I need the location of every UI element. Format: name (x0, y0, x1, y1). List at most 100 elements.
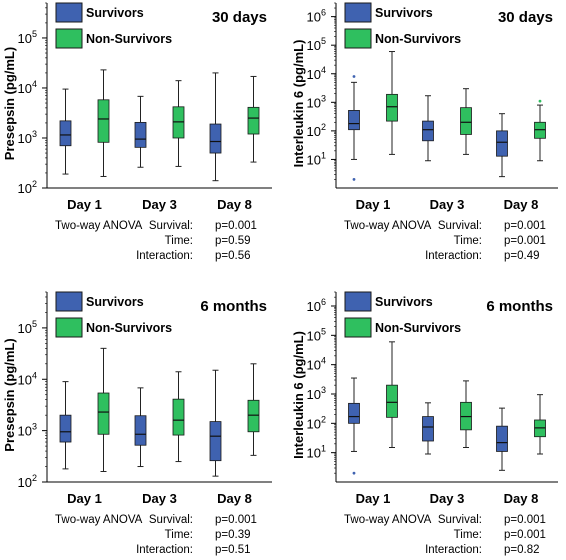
anova-label: Interaction: (136, 544, 193, 556)
panel-title: 30 days (212, 9, 267, 26)
box-survivors-day8 (209, 369, 222, 477)
box-survivors-day3 (422, 402, 434, 455)
anova-value: p=0.001 (504, 529, 546, 541)
legend-swatch (344, 317, 372, 338)
y-tick-label: 105 (307, 36, 326, 53)
y-tick-label: 102 (307, 122, 326, 139)
x-tick-label: Day 3 (430, 491, 465, 506)
box-iqr (422, 120, 434, 142)
y-axis-label: Interleukin 6 (pg/mL) (291, 40, 306, 168)
box-non-survivors-day3 (460, 88, 472, 155)
box-survivors-day1 (59, 88, 72, 175)
legend-label: Non-Survivors (375, 321, 461, 335)
y-tick-label: 103 (18, 422, 37, 439)
anova-label: Time: (454, 529, 482, 541)
anova-label: Survival: (149, 220, 193, 232)
box-iqr (348, 110, 360, 131)
box-iqr (59, 414, 72, 443)
box-non-survivors-day8 (534, 99, 546, 162)
legend-swatch (55, 291, 83, 312)
y-tick-label: 105 (307, 326, 326, 343)
box-iqr (247, 399, 260, 433)
outlier-point (352, 178, 356, 181)
box-non-survivors-day8 (247, 363, 260, 456)
box-iqr (97, 99, 110, 143)
box-non-survivors-day3 (172, 80, 185, 167)
y-tick-label: 102 (18, 179, 37, 196)
y-tick-label: 105 (18, 319, 37, 336)
box-iqr (496, 130, 508, 157)
anova-label: Survival: (438, 220, 482, 232)
x-tick-label: Day 3 (430, 197, 465, 212)
legend-label: Non-Survivors (86, 32, 172, 46)
y-tick-label: 105 (18, 29, 37, 46)
box-iqr (134, 415, 147, 446)
box-survivors-day3 (134, 387, 147, 468)
box-non-survivors-day3 (172, 371, 185, 463)
box-iqr (97, 392, 110, 435)
x-tick-label: Day 3 (142, 197, 177, 212)
y-tick-label: 101 (307, 444, 326, 461)
legend-label: Survivors (86, 295, 144, 309)
box-iqr (386, 384, 398, 418)
anova-value: p=0.51 (215, 544, 251, 556)
box-non-survivors-day1 (97, 69, 110, 177)
anova-value: p=0.001 (504, 514, 546, 526)
box-iqr (422, 416, 434, 442)
x-tick-label: Day 8 (217, 197, 252, 212)
box-survivors-day3 (134, 95, 147, 168)
anova-value: p=0.001 (215, 220, 257, 232)
legend-swatch (55, 28, 83, 49)
box-survivors-day8 (496, 407, 508, 471)
box-survivors-day8 (496, 113, 508, 178)
panel-title: 6 months (200, 298, 267, 315)
anova-value: p=0.001 (215, 514, 257, 526)
box-iqr (209, 123, 222, 154)
box-non-survivors-day8 (534, 394, 546, 455)
legend-swatch (344, 291, 372, 312)
outlier-point (352, 471, 356, 475)
y-axis-label: Presepsin (pg/mL) (2, 47, 17, 160)
box-survivors-day1 (59, 381, 72, 470)
panel-title: 6 months (486, 298, 553, 315)
y-tick-label: 102 (307, 414, 326, 431)
anova-title: Two-way ANOVA (344, 220, 432, 232)
legend-label: Survivors (375, 295, 433, 309)
legend-label: Non-Survivors (375, 32, 461, 46)
y-tick-label: 104 (18, 370, 37, 387)
legend-label: Survivors (375, 6, 433, 20)
x-tick-label: Day 8 (217, 491, 252, 506)
anova-value: p=0.39 (215, 529, 251, 541)
anova-value: p=0.49 (504, 250, 540, 262)
x-tick-label: Day 1 (356, 197, 391, 212)
y-tick-label: 104 (307, 356, 326, 373)
anova-label: Interaction: (136, 250, 193, 262)
outlier-point (352, 75, 356, 78)
legend-swatch (344, 28, 372, 49)
box-iqr (460, 107, 472, 135)
panel-title: 30 days (498, 9, 553, 26)
x-tick-label: Day 8 (504, 197, 539, 212)
box-iqr (496, 425, 508, 452)
legend-label: Non-Survivors (86, 321, 172, 335)
chart-panel-4: 101 102 103 104 105 106 Interleukin 6 (pg/mL) 6… (291, 291, 558, 556)
x-tick-label: Day 8 (504, 491, 539, 506)
y-tick-label: 106 (307, 8, 326, 25)
x-tick-label: Day 1 (67, 491, 102, 506)
x-tick-label: Day 1 (67, 197, 102, 212)
y-tick-label: 103 (307, 385, 326, 402)
box-survivors-day1 (348, 75, 360, 181)
anova-label: Interaction: (425, 544, 482, 556)
box-survivors-day8 (209, 72, 222, 182)
box-iqr (386, 93, 398, 122)
outlier-point (538, 99, 542, 103)
box-iqr (247, 106, 260, 135)
y-tick-label: 104 (18, 79, 37, 96)
y-axis-label: Presepsin (pg/mL) (2, 338, 17, 451)
legend-swatch (55, 2, 83, 23)
anova-label: Interaction: (425, 250, 482, 262)
y-tick-label: 103 (18, 129, 37, 146)
